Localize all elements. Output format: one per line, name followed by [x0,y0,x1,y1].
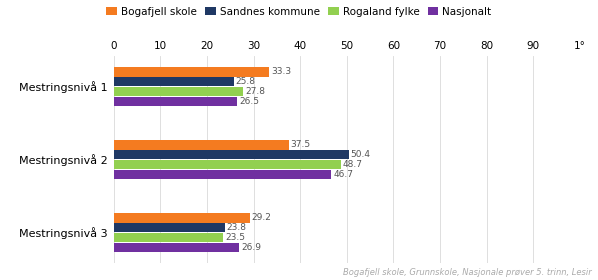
Text: 23.8: 23.8 [227,223,246,232]
Bar [114,213,250,223]
Bar [114,223,225,232]
Bar [114,170,331,179]
Text: 37.5: 37.5 [291,140,310,149]
Bar [114,160,341,169]
Bar [114,140,288,150]
Bar [114,77,234,87]
Text: 29.2: 29.2 [252,213,271,222]
Legend: Bogafjell skole, Sandnes kommune, Rogaland fylke, Nasjonalt: Bogafjell skole, Sandnes kommune, Rogala… [102,3,496,21]
Text: 46.7: 46.7 [333,170,353,179]
Text: 50.4: 50.4 [350,150,371,159]
Text: 33.3: 33.3 [271,67,291,76]
Text: 26.5: 26.5 [239,97,259,106]
Text: 27.8: 27.8 [245,87,265,96]
Bar [114,233,223,242]
Bar [114,242,239,252]
Text: 23.5: 23.5 [225,233,245,242]
Text: 26.9: 26.9 [241,243,261,252]
Bar [114,67,269,77]
Text: Bogafjell skole, Grunnskole, Nasjonale prøver 5. trinn, Lesir: Bogafjell skole, Grunnskole, Nasjonale p… [343,268,592,277]
Text: 48.7: 48.7 [343,160,362,169]
Bar [114,150,349,159]
Bar [114,97,237,106]
Bar [114,87,243,96]
Text: 25.8: 25.8 [236,77,256,86]
